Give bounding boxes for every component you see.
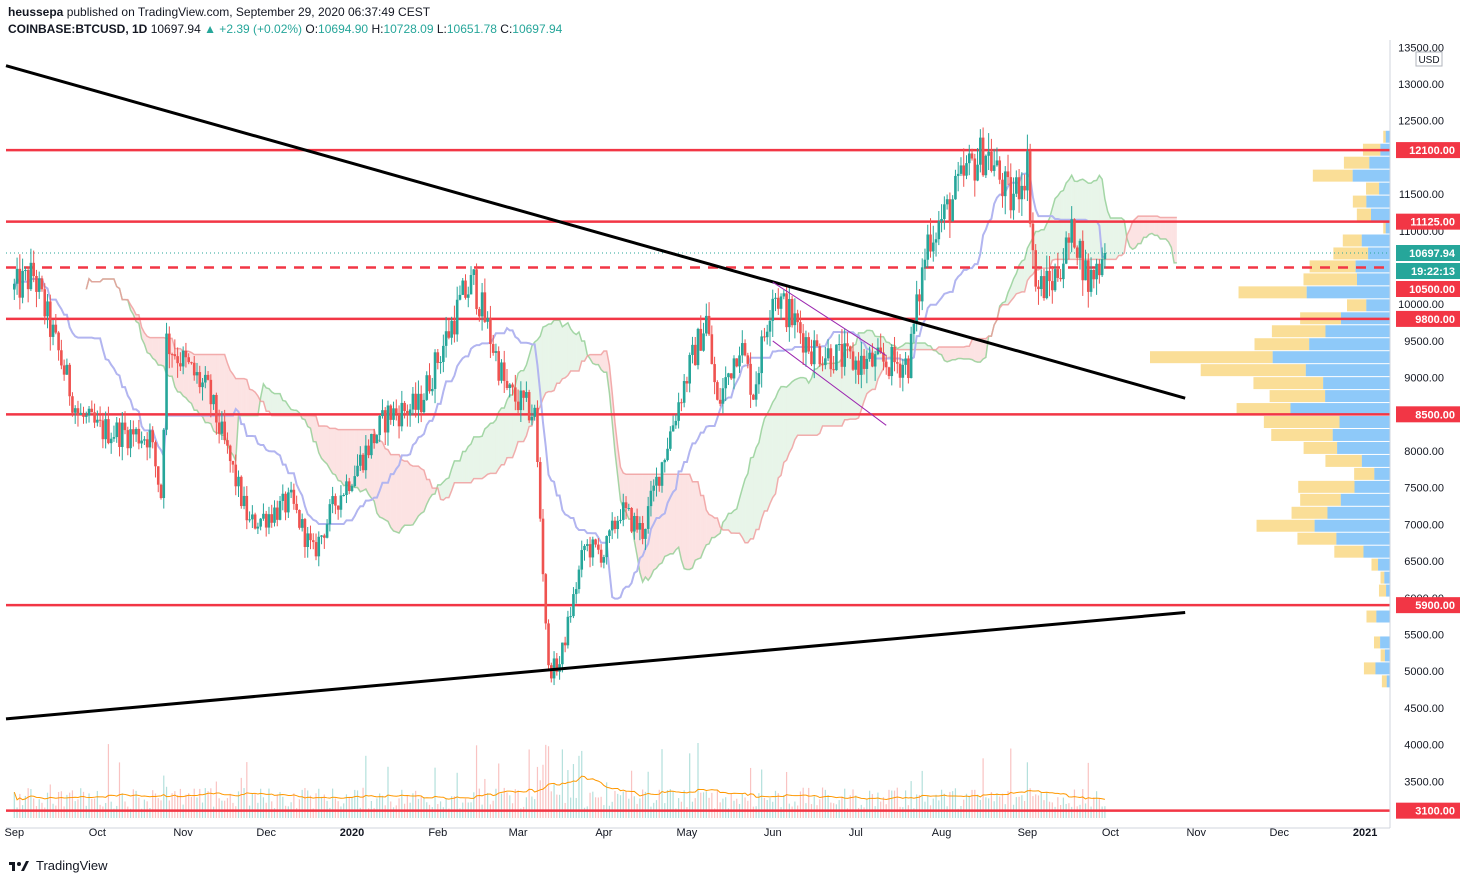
volume-bars	[13, 743, 1106, 818]
y-tick-label: 9000.00	[1404, 373, 1444, 385]
trendline-ascending-support	[5, 610, 1186, 721]
price-badge-9800.00	[1396, 310, 1460, 327]
x-tick-label: Sep	[5, 827, 25, 839]
price-badge-11125.00	[1396, 213, 1460, 230]
price-axis	[1390, 40, 1468, 828]
chart-header: heussepa published on TradingView.com, S…	[0, 0, 1468, 40]
x-tick-label: Oct	[89, 827, 106, 839]
x-tick-label: 2021	[1353, 827, 1377, 839]
close-label: C:	[500, 22, 513, 36]
price-badge-label: 9800.00	[1415, 314, 1455, 326]
high-value: 10728.09	[383, 22, 434, 36]
y-tick-label: 12500.00	[1398, 116, 1444, 128]
x-tick-label: Dec	[256, 827, 276, 839]
price-badge-10500.00	[1396, 281, 1460, 298]
y-tick-label: 4000.00	[1404, 740, 1444, 752]
x-tick-label: Mar	[509, 827, 528, 839]
price-badge-label: 10697.94	[1409, 248, 1456, 260]
low-value: 10651.78	[446, 22, 497, 36]
price-badge-3100.00	[1396, 802, 1460, 819]
volume-profile	[1150, 130, 1390, 688]
currency-label: USD	[1418, 55, 1439, 66]
candles	[13, 127, 1107, 686]
y-tick-label: 4500.00	[1404, 703, 1444, 715]
y-tick-label: 13500.00	[1398, 42, 1444, 54]
x-tick-label: Nov	[173, 827, 193, 839]
y-tick-label: 9500.00	[1404, 336, 1444, 348]
y-tick-label: 3500.00	[1404, 776, 1444, 788]
tradingview-footer: TradingView	[8, 855, 108, 875]
volume-ma-line	[13, 775, 1106, 801]
x-tick-label: Sep	[1018, 827, 1038, 839]
y-tick-label: 11500.00	[1399, 189, 1444, 201]
price-badge-19:22:13	[1396, 263, 1460, 280]
price-badge-10697.94	[1396, 245, 1460, 262]
price-badge-label: 10500.00	[1409, 284, 1455, 296]
x-tick-label: Jun	[764, 827, 782, 839]
channel-upper-line	[772, 281, 887, 357]
ichimoku-span-b	[85, 215, 1177, 544]
x-tick-label: 2020	[340, 827, 364, 839]
x-tick-label: Feb	[428, 827, 447, 839]
trendline-descending-resistance	[5, 64, 1186, 400]
ichimoku-cloud	[86, 175, 1177, 583]
open-value: 10694.90	[318, 22, 369, 36]
x-tick-label: Jul	[849, 827, 863, 839]
close-value: 10697.94	[512, 22, 563, 36]
price-badge-label: 19:22:13	[1411, 266, 1455, 278]
price-badge-label: 5900.00	[1415, 600, 1455, 612]
x-tick-label: Aug	[932, 827, 952, 839]
channel-lower-line	[772, 340, 887, 426]
published-text: published on TradingView.com, September …	[66, 5, 431, 19]
price-change: ▲ +2.39 (+0.02%)	[204, 22, 303, 36]
currency-badge	[1415, 51, 1443, 67]
high-label: H:	[371, 22, 384, 36]
y-tick-label: 10000.00	[1398, 299, 1444, 311]
x-tick-label: Dec	[1269, 827, 1289, 839]
y-tick-label: 8000.00	[1404, 446, 1444, 458]
price-badge-label: 11125.00	[1410, 217, 1455, 229]
open-label: O:	[305, 22, 319, 36]
y-tick-label: 7000.00	[1404, 519, 1444, 531]
price-badge-label: 12100.00	[1409, 145, 1455, 157]
symbol-label[interactable]: COINBASE:BTCUSD, 1D	[8, 22, 148, 36]
x-tick-label: May	[677, 827, 698, 839]
y-tick-label: 5000.00	[1404, 666, 1444, 678]
tradingview-brand[interactable]: TradingView	[36, 857, 108, 873]
price-badge-5900.00	[1396, 597, 1460, 614]
x-tick-label: Nov	[1186, 827, 1206, 839]
publish-info: heussepa published on TradingView.com, S…	[8, 5, 430, 19]
ohlc-legend: COINBASE:BTCUSD, 1D 10697.94 ▲ +2.39 (+0…	[8, 22, 562, 36]
y-tick-label: 5500.00	[1404, 630, 1444, 642]
y-tick-label: 6500.00	[1404, 556, 1444, 568]
x-tick-label: Oct	[1102, 827, 1119, 839]
y-tick-label: 13000.00	[1398, 79, 1444, 91]
tradingview-logo-icon	[9, 861, 29, 871]
low-label: L:	[436, 22, 447, 36]
price-badge-label: 8500.00	[1415, 409, 1455, 421]
last-price: 10697.94	[150, 22, 201, 36]
y-tick-label: 7500.00	[1404, 483, 1444, 495]
price-badge-12100.00	[1396, 142, 1460, 159]
price-badge-8500.00	[1396, 406, 1460, 423]
author-name[interactable]: heussepa	[8, 5, 64, 19]
price-badge-label: 3100.00	[1415, 806, 1455, 818]
x-tick-label: Apr	[595, 827, 612, 839]
